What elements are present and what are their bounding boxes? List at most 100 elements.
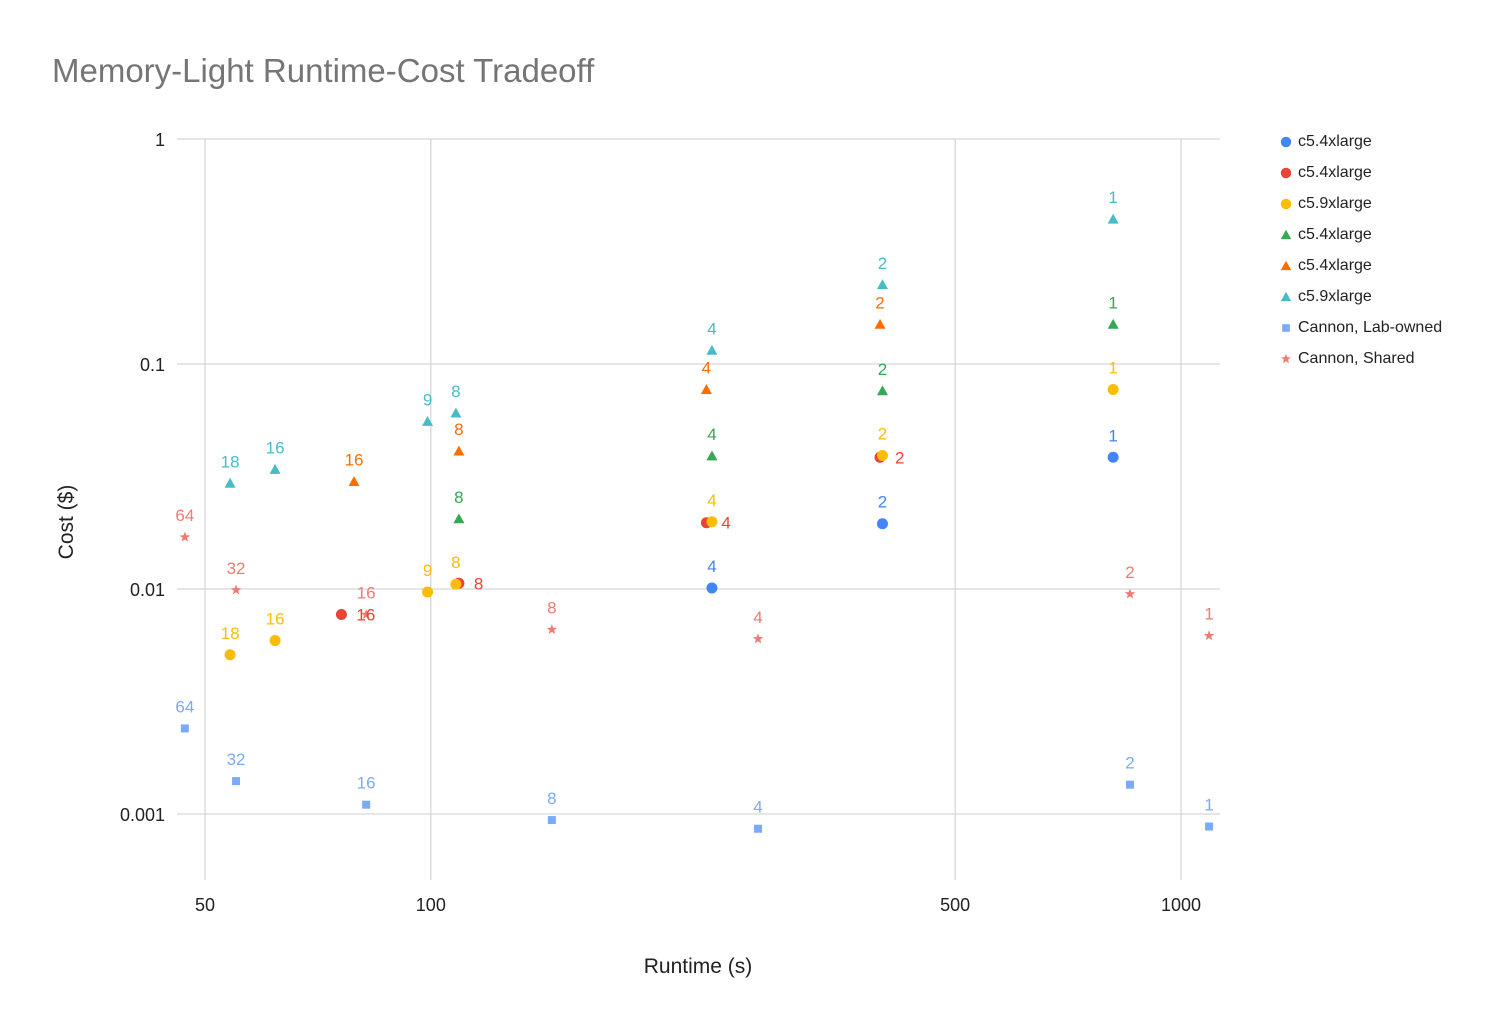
data-label: 1 — [1108, 426, 1117, 445]
y-tick-label: 0.1 — [140, 355, 165, 375]
data-label: 1 — [1108, 188, 1117, 207]
legend-marker-icon — [1276, 227, 1296, 243]
data-label: 4 — [707, 491, 716, 510]
legend-marker-shape — [1280, 136, 1292, 147]
legend-marker-icon — [1276, 289, 1296, 305]
data-point — [874, 318, 886, 329]
data-label: 16 — [345, 451, 364, 470]
data-label: 32 — [227, 559, 246, 578]
legend-marker-shape — [1280, 291, 1292, 301]
data-label: 8 — [547, 599, 556, 618]
legend-item: c5.9xlarge — [1276, 281, 1442, 312]
legend-marker-icon — [1276, 134, 1296, 150]
data-point — [876, 450, 888, 462]
legend-item: c5.4xlarge — [1276, 126, 1442, 157]
data-point — [453, 513, 465, 524]
data-label: 8 — [454, 488, 463, 507]
data-point — [547, 816, 556, 825]
data-label: 2 — [878, 254, 887, 273]
legend-marker-shape — [1281, 353, 1291, 363]
x-axis-label: Runtime (s) — [644, 955, 753, 978]
data-label: 16 — [357, 774, 376, 793]
legend-marker-shape — [1280, 229, 1292, 239]
data-label: 2 — [1125, 754, 1134, 773]
data-point — [1107, 384, 1119, 396]
legend-label: c5.4xlarge — [1298, 132, 1372, 150]
legend-item: c5.9xlarge — [1276, 188, 1442, 219]
data-label: 8 — [474, 574, 483, 593]
legend-item: c5.4xlarge — [1276, 157, 1442, 188]
data-label: 2 — [878, 425, 887, 444]
data-label: 8 — [451, 553, 460, 572]
data-point — [230, 584, 242, 595]
data-point — [1107, 451, 1119, 463]
data-label: 64 — [175, 697, 194, 716]
x-tick-label: 1000 — [1161, 895, 1201, 915]
y-axis-label: Cost ($) — [55, 485, 78, 560]
legend: c5.4xlarge c5.4xlarge c5.9xlarge c5.4xlarge… — [1276, 126, 1442, 374]
chart-title: Memory-Light Runtime-Cost Tradeoff — [52, 52, 595, 89]
legend-marker-icon — [1276, 258, 1296, 274]
data-point — [422, 586, 434, 598]
data-label: 2 — [875, 293, 884, 312]
axis-ticks: 0.001 0.01 0.1 1 50 100 500 1000 — [120, 130, 1201, 915]
data-label: 8 — [547, 789, 556, 808]
data-label: 64 — [175, 506, 194, 525]
data-point — [706, 344, 718, 355]
data-point — [752, 633, 764, 644]
data-label: 16 — [266, 438, 285, 457]
legend-item: c5.4xlarge — [1276, 250, 1442, 281]
data-point — [706, 582, 718, 594]
data-point — [1124, 588, 1136, 599]
data-label: 2 — [878, 360, 887, 379]
data-point — [1205, 822, 1214, 831]
data-label: 8 — [454, 420, 463, 439]
legend-marker-icon — [1276, 196, 1296, 212]
x-tick-label: 500 — [940, 895, 970, 915]
legend-label: Cannon, Lab-owned — [1298, 318, 1443, 336]
data-label: 16 — [266, 610, 285, 629]
data-point — [360, 609, 372, 619]
legend-marker-shape — [1280, 260, 1292, 270]
data-point — [1125, 780, 1134, 789]
legend-item: Cannon, Shared — [1276, 343, 1442, 374]
data-point — [706, 516, 718, 528]
legend-item: c5.4xlarge — [1276, 219, 1442, 250]
data-point — [348, 476, 360, 487]
data-point — [546, 624, 558, 635]
data-point — [422, 416, 434, 426]
y-tick-label: 0.001 — [120, 805, 165, 825]
data-label: 4 — [707, 425, 716, 444]
data-point — [179, 531, 191, 542]
legend-label: c5.9xlarge — [1298, 194, 1372, 212]
data-label: 2 — [878, 493, 887, 512]
data-label: 4 — [753, 608, 762, 627]
legend-marker-icon — [1276, 351, 1296, 367]
legend-label: c5.4xlarge — [1298, 256, 1372, 274]
legend-marker-icon — [1276, 165, 1296, 181]
data-label: 9 — [423, 391, 432, 410]
data-point — [876, 385, 888, 396]
legend-marker-shape — [1280, 198, 1292, 209]
data-point — [224, 649, 236, 661]
x-tick-label: 50 — [195, 895, 215, 915]
data-label: 2 — [895, 448, 904, 467]
legend-item: Cannon, Lab-owned — [1276, 312, 1442, 343]
data-label: 4 — [707, 557, 716, 576]
data-label: 8 — [451, 382, 460, 401]
data-marks — [179, 213, 1215, 833]
data-label: 1 — [1204, 795, 1213, 814]
data-label: 1 — [1108, 359, 1117, 378]
data-label: 18 — [221, 452, 240, 471]
x-tick-label: 100 — [416, 895, 446, 915]
data-point — [269, 463, 281, 474]
legend-label: c5.4xlarge — [1298, 225, 1372, 243]
data-point — [269, 635, 281, 647]
data-label: 16 — [356, 606, 375, 625]
legend-label: Cannon, Shared — [1298, 349, 1415, 367]
data-label: 1 — [1108, 293, 1117, 312]
legend-label: c5.4xlarge — [1298, 163, 1372, 181]
data-point — [335, 609, 347, 621]
data-point — [180, 724, 189, 733]
